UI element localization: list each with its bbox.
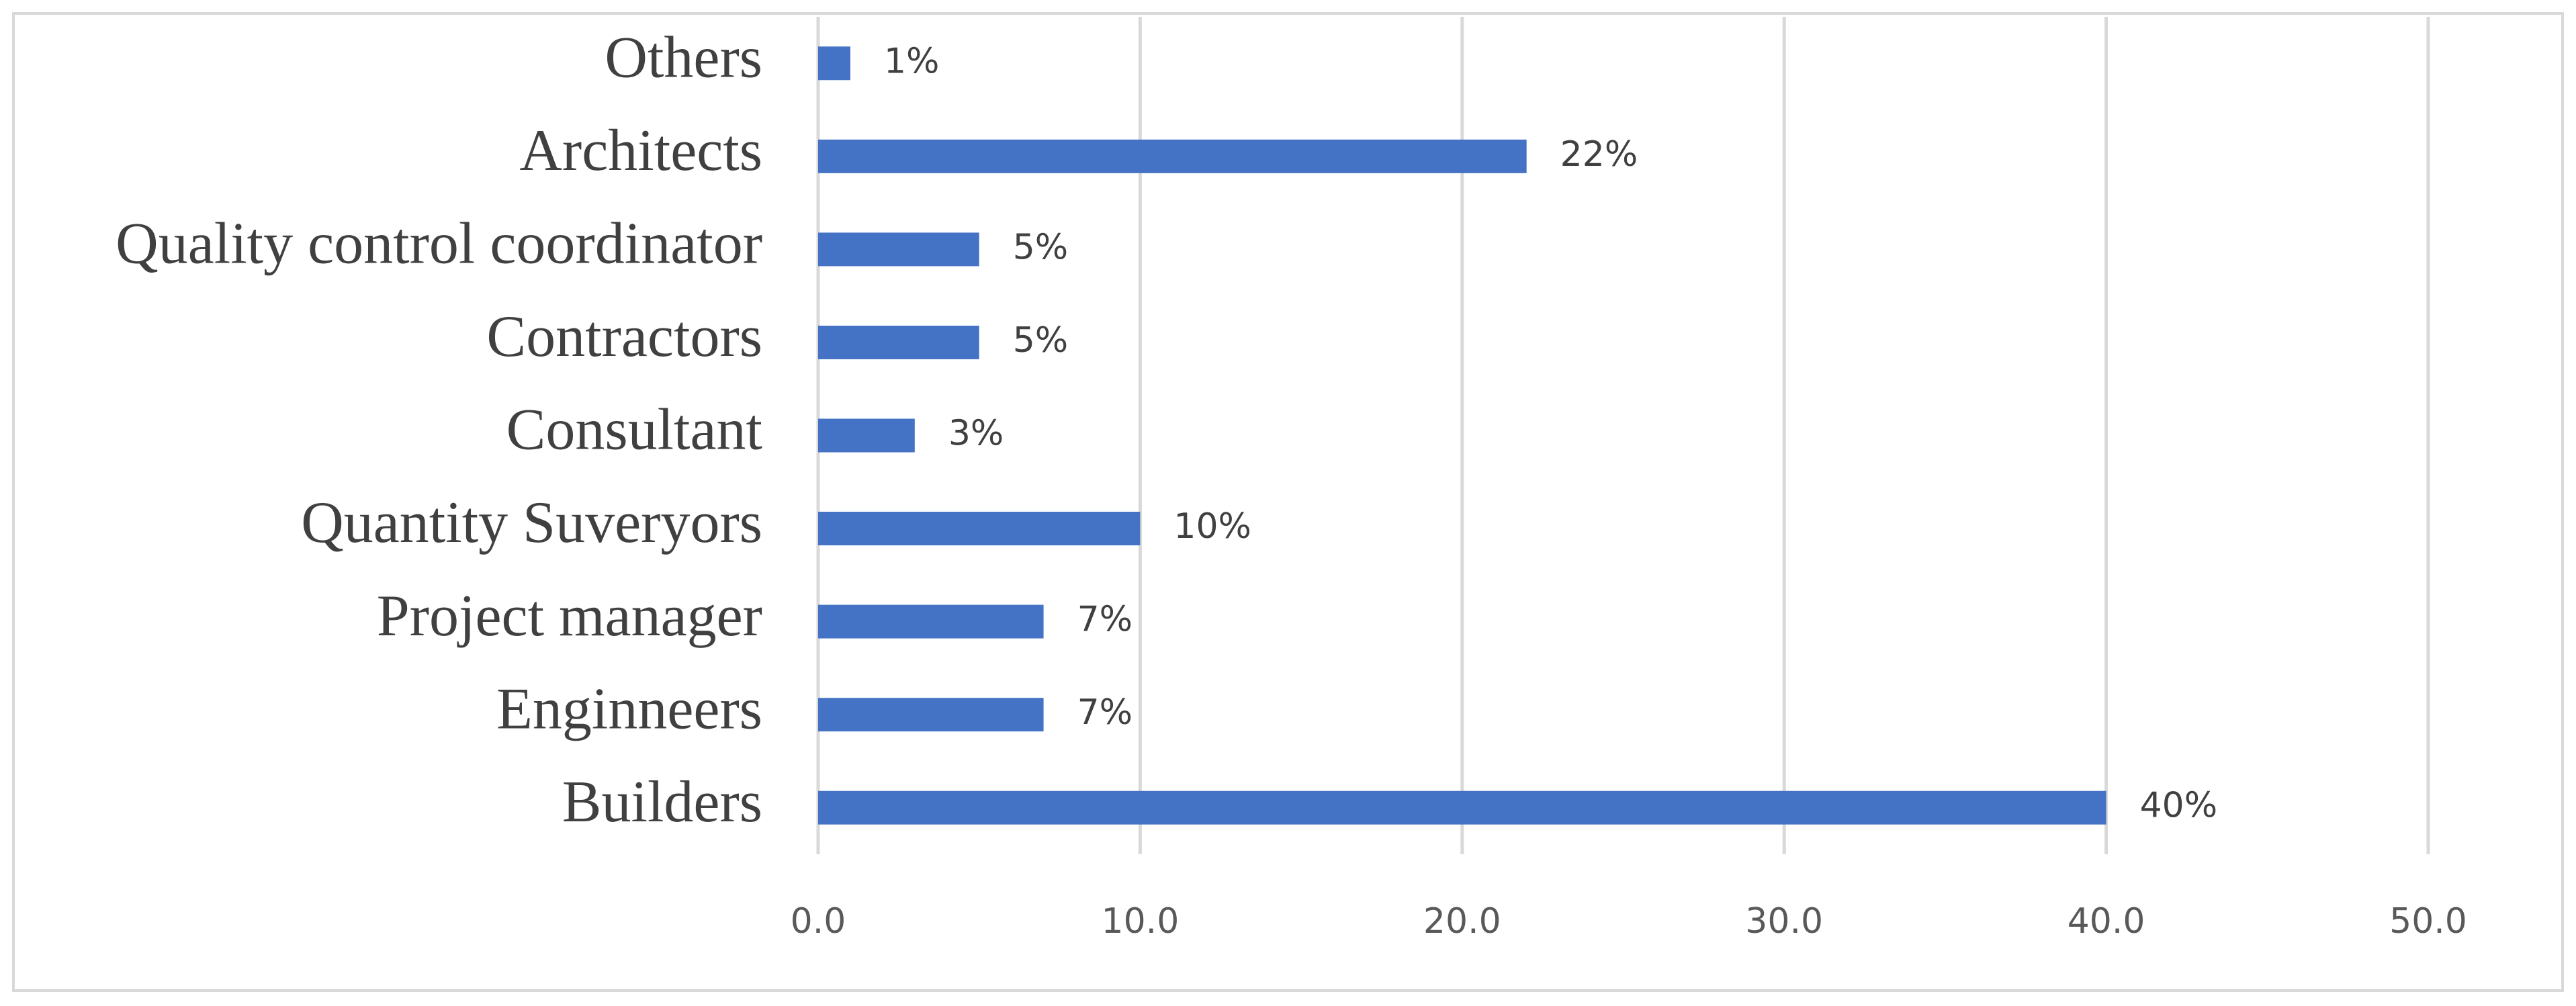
value-label: 40% bbox=[2140, 786, 2218, 826]
category-label: Quantity Suveryors bbox=[301, 490, 762, 555]
category-label: Project manager bbox=[377, 584, 762, 649]
category-label: Contractors bbox=[486, 304, 762, 369]
category-label: Architects bbox=[519, 118, 762, 183]
value-label: 22% bbox=[1560, 134, 1638, 175]
value-label: 1% bbox=[884, 41, 940, 81]
value-label: 3% bbox=[948, 414, 1004, 454]
bar bbox=[818, 512, 1141, 546]
bar bbox=[818, 698, 1044, 732]
value-label: 5% bbox=[1013, 320, 1069, 361]
category-label: Quality control coordinator bbox=[116, 212, 762, 277]
value-label: 7% bbox=[1077, 600, 1133, 640]
bar bbox=[818, 325, 979, 359]
value-label: 10% bbox=[1173, 506, 1251, 547]
category-label: Others bbox=[605, 25, 762, 90]
category-label: Consultant bbox=[506, 398, 762, 463]
x-tick-label: 0.0 bbox=[791, 901, 846, 942]
bar bbox=[818, 418, 915, 453]
chart-border bbox=[12, 12, 2564, 992]
bar bbox=[818, 46, 850, 81]
bar bbox=[818, 139, 1527, 173]
bar bbox=[818, 604, 1044, 639]
x-tick-label: 10.0 bbox=[1102, 901, 1180, 942]
x-tick-label: 50.0 bbox=[2389, 901, 2467, 942]
bar bbox=[818, 232, 979, 267]
bar bbox=[818, 790, 2106, 825]
category-label: Builders bbox=[562, 770, 762, 835]
x-tick-label: 20.0 bbox=[1423, 901, 1501, 942]
x-tick-label: 40.0 bbox=[2068, 901, 2145, 942]
x-tick-label: 30.0 bbox=[1745, 901, 1823, 942]
value-label: 5% bbox=[1013, 227, 1069, 267]
category-label: Enginneers bbox=[496, 676, 762, 741]
value-label: 7% bbox=[1077, 692, 1133, 733]
